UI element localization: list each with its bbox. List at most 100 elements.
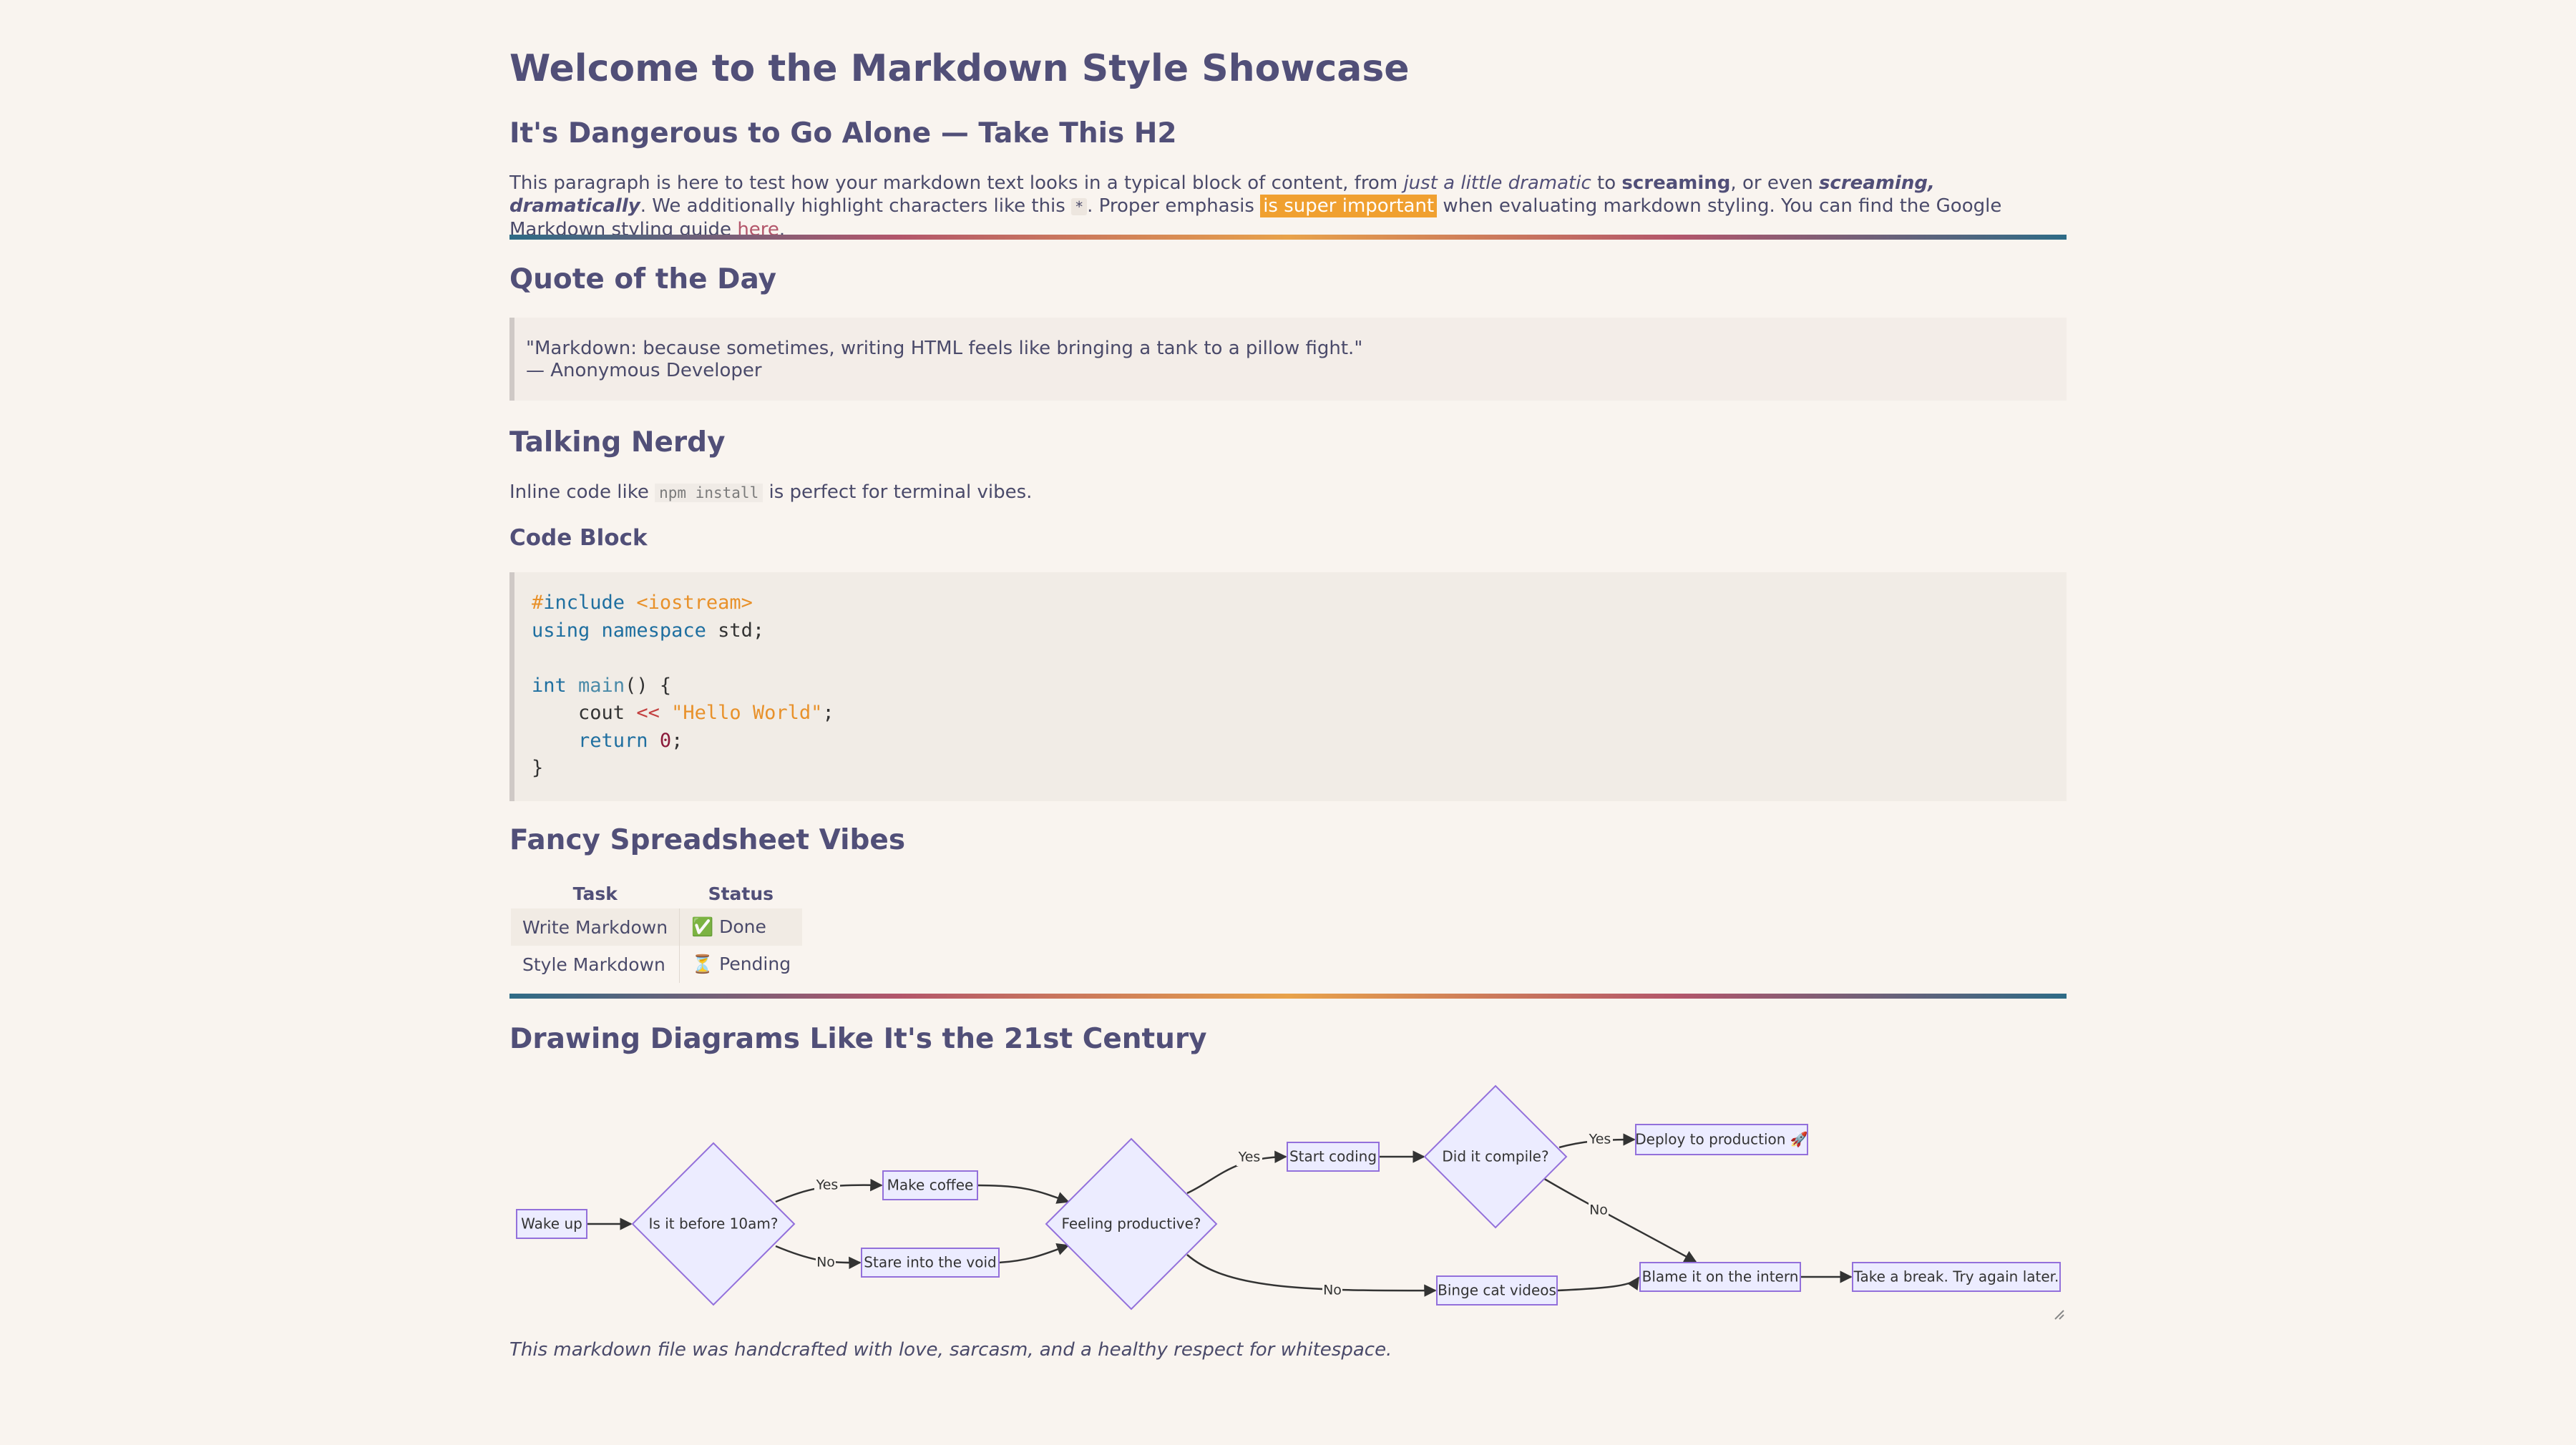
nerdy-heading: Talking Nerdy bbox=[509, 426, 726, 459]
edge-label-yes: Yes bbox=[1589, 1132, 1611, 1147]
code-token: << bbox=[636, 702, 660, 724]
edge-productive-yes-coding bbox=[1186, 1150, 1287, 1195]
node-label: Stare into the void bbox=[864, 1254, 996, 1271]
inline-code-paragraph: Inline code like npm install is perfect … bbox=[509, 481, 2067, 504]
code-token: namespace bbox=[601, 619, 706, 642]
intro-paragraph: This paragraph is here to test how your … bbox=[509, 172, 2067, 241]
emphasis-text: just a little dramatic bbox=[1403, 172, 1591, 194]
node-binge-cats bbox=[1436, 1275, 1558, 1306]
intro-text-2: to bbox=[1591, 172, 1622, 194]
intro-text-6: when evaluating markdown styling. You ca… bbox=[509, 195, 2002, 240]
code-token: <iostream> bbox=[625, 592, 753, 614]
spreadsheet-table: Task Status Write Markdown ✅ Done Style … bbox=[511, 878, 803, 983]
node-feeling-productive bbox=[1045, 1137, 1218, 1311]
column-header-task: Task bbox=[572, 883, 618, 904]
diagram-heading: Drawing Diagrams Like It's the 21st Cent… bbox=[509, 1023, 1207, 1055]
edge-label-bg bbox=[816, 1254, 836, 1271]
intro-text-5: . Proper emphasis bbox=[1087, 195, 1261, 217]
edge-label-bg bbox=[1322, 1282, 1342, 1299]
edge-cats-to-blame bbox=[1556, 1276, 1640, 1292]
node-label: Feeling productive? bbox=[1061, 1215, 1201, 1233]
node-make-coffee bbox=[882, 1170, 978, 1200]
intro-text-4: . We additionally highlight characters l… bbox=[640, 195, 1072, 217]
code-token: return bbox=[578, 729, 648, 752]
code-token: "Hello World" bbox=[671, 702, 823, 724]
code-token: # bbox=[532, 592, 544, 614]
edge-label-no: No bbox=[1323, 1283, 1342, 1298]
status-cell: ✅ Done bbox=[679, 908, 803, 946]
code-token: std; bbox=[706, 619, 765, 642]
edge-label-no: No bbox=[816, 1255, 835, 1270]
node-label: Binge cat videos bbox=[1438, 1282, 1556, 1299]
node-label: Make coffee bbox=[887, 1177, 974, 1194]
quote-heading: Quote of the Day bbox=[509, 263, 777, 295]
resize-handle-icon[interactable] bbox=[2054, 1310, 2064, 1320]
intro-text-3: , or even bbox=[1730, 172, 1819, 194]
code-token: using bbox=[532, 619, 590, 642]
code-token: cout bbox=[578, 702, 625, 724]
inline-code: npm install bbox=[655, 484, 763, 502]
edge-void-to-productive bbox=[998, 1243, 1070, 1264]
node-start-coding bbox=[1287, 1142, 1380, 1172]
edge-productive-no-cats bbox=[1186, 1254, 1437, 1297]
spreadsheet-heading: Fancy Spreadsheet Vibes bbox=[509, 824, 906, 856]
node-label: Deploy to production 🚀 bbox=[1635, 1131, 1808, 1148]
horizontal-rule bbox=[509, 235, 2067, 240]
highlight-text: is super important bbox=[1260, 195, 1438, 217]
star-code: * bbox=[1071, 198, 1088, 215]
code-block: #include <iostream> using namespace std;… bbox=[509, 572, 2067, 801]
inline-code-text-before: Inline code like bbox=[509, 481, 655, 503]
code-token: ; bbox=[671, 729, 683, 752]
edge-label-bg bbox=[1236, 1149, 1262, 1166]
node-blame-intern bbox=[1639, 1262, 1801, 1292]
node-label: Start coding bbox=[1289, 1148, 1377, 1165]
intro-text-7: . bbox=[779, 219, 786, 240]
node-label: Blame it on the intern bbox=[1642, 1268, 1799, 1285]
strong-text: screaming bbox=[1621, 172, 1731, 194]
code-token: include bbox=[543, 592, 625, 614]
edge-label-no: No bbox=[1589, 1202, 1608, 1218]
node-stare-void bbox=[861, 1248, 1000, 1278]
column-header-status: Status bbox=[708, 883, 774, 904]
code-token: int bbox=[532, 674, 567, 697]
blockquote: "Markdown: because sometimes, writing HT… bbox=[509, 318, 2067, 401]
flowchart-diagram: Yes No Yes No Yes No Wake up Is it befor… bbox=[516, 1084, 2064, 1320]
footer-note: This markdown file was handcrafted with … bbox=[509, 1339, 1392, 1361]
edge-label-bg bbox=[1587, 1131, 1613, 1148]
node-label: Wake up bbox=[521, 1215, 582, 1233]
node-did-it-compile bbox=[1423, 1084, 1568, 1229]
edge-label-bg bbox=[814, 1177, 840, 1194]
subtitle-heading: It's Dangerous to Go Alone — Take This H… bbox=[509, 117, 1177, 150]
node-before-10am bbox=[631, 1142, 796, 1306]
page-title: Welcome to the Markdown Style Showcase bbox=[509, 47, 1410, 90]
code-block-heading: Code Block bbox=[509, 525, 648, 551]
node-wake-up bbox=[516, 1209, 587, 1239]
edge-label-bg bbox=[1589, 1202, 1609, 1219]
inline-code-text-after: is perfect for terminal vibes. bbox=[763, 481, 1033, 503]
quote-attribution: — Anonymous Developer bbox=[526, 360, 762, 381]
task-cell: Write Markdown bbox=[511, 908, 680, 946]
code-token: () { bbox=[625, 674, 672, 697]
edge-label-yes: Yes bbox=[816, 1177, 839, 1193]
table-row: Write Markdown ✅ Done bbox=[511, 908, 803, 946]
node-deploy bbox=[1635, 1124, 1808, 1155]
code-token: } bbox=[532, 757, 544, 779]
node-take-break bbox=[1852, 1262, 2061, 1292]
table-row: Style Markdown ⏳ Pending bbox=[511, 946, 803, 983]
code-token: main bbox=[578, 674, 625, 697]
task-cell: Style Markdown bbox=[511, 946, 680, 983]
edge-compile-no-blame bbox=[1541, 1176, 1697, 1263]
strong-emphasis-text: screaming, dramatically bbox=[509, 172, 1935, 217]
status-cell: ⏳ Pending bbox=[679, 946, 803, 983]
horizontal-rule bbox=[509, 994, 2067, 999]
edge-label-yes: Yes bbox=[1238, 1150, 1261, 1165]
node-label: Take a break. Try again later. bbox=[1853, 1268, 2059, 1285]
quote-text: "Markdown: because sometimes, writing HT… bbox=[526, 338, 1363, 359]
code-token: ; bbox=[822, 702, 834, 724]
intro-text-1: This paragraph is here to test how your … bbox=[509, 172, 1404, 194]
node-label: Is it before 10am? bbox=[649, 1215, 779, 1233]
code-token: 0 bbox=[659, 729, 672, 752]
node-label: Did it compile? bbox=[1442, 1148, 1548, 1165]
edge-coffee-to-productive bbox=[977, 1184, 1070, 1204]
